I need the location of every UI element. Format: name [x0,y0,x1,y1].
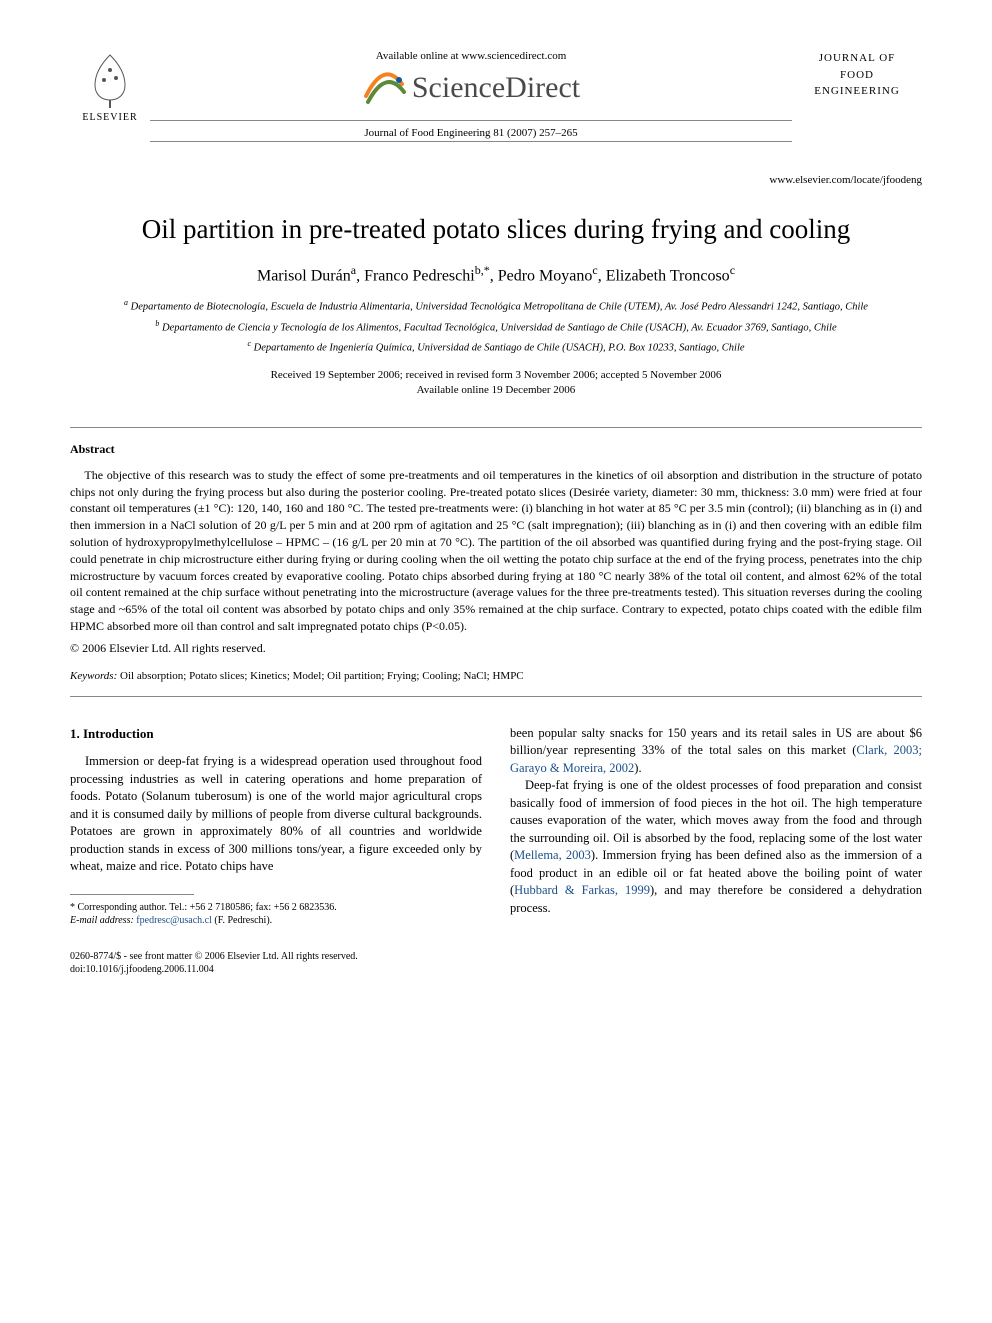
intro-heading: 1. Introduction [70,725,482,743]
header-rule-bottom [150,141,792,142]
authors-line: Marisol Durána, Franco Pedreschib,*, Ped… [70,263,922,285]
keywords-line: Keywords: Oil absorption; Potato slices;… [70,670,922,682]
article-dates: Received 19 September 2006; received in … [70,368,922,399]
email-address[interactable]: fpedresc@usach.cl [136,915,212,926]
elsevier-label: ELSEVIER [82,112,137,123]
intro-p3: Deep-fat frying is one of the oldest pro… [510,777,922,917]
center-header: Available online at www.sciencedirect.co… [150,50,792,144]
sciencedirect-logo: ScienceDirect [150,66,792,110]
sciencedirect-swoosh-icon [362,66,406,110]
front-matter-line: 0260-8774/$ - see front matter © 2006 El… [70,950,482,964]
article-title: Oil partition in pre-treated potato slic… [70,214,922,245]
journal-box-line3: ENGINEERING [792,83,922,100]
author-4: Elizabeth Troncoso [606,267,730,284]
available-online-text: Available online at www.sciencedirect.co… [150,50,792,62]
ref-mellema[interactable]: Mellema, 2003 [514,848,591,862]
affiliation-b: b Departamento de Ciencia y Tecnología d… [70,318,922,336]
corresponding-line: * Corresponding author. Tel.: +56 2 7180… [70,901,482,915]
email-who: (F. Pedreschi). [214,915,272,926]
elsevier-tree-icon [80,50,140,110]
corresponding-author-footnote: * Corresponding author. Tel.: +56 2 7180… [70,901,482,928]
journal-box-line1: JOURNAL OF [792,50,922,67]
footnote-separator [70,894,194,895]
journal-box-line2: FOOD [792,67,922,84]
email-label: E-mail address: [70,915,134,926]
keywords-label: Keywords: [70,670,117,682]
left-column: 1. Introduction Immersion or deep-fat fr… [70,725,482,977]
footer-block: 0260-8774/$ - see front matter © 2006 El… [70,950,482,977]
keywords-text: Oil absorption; Potato slices; Kinetics;… [117,670,523,682]
header-rule-top [150,120,792,121]
received-date: Received 19 September 2006; received in … [70,368,922,383]
journal-reference: Journal of Food Engineering 81 (2007) 25… [150,127,792,139]
elsevier-logo-block: ELSEVIER [70,50,150,123]
intro-p1: Immersion or deep-fat frying is a widesp… [70,753,482,876]
abstract-body: The objective of this research was to st… [70,467,922,635]
affiliation-a: a Departamento de Biotecnología, Escuela… [70,297,922,315]
author-1: Marisol Durán [257,267,351,284]
header-row: ELSEVIER Available online at www.science… [70,50,922,144]
journal-title-box: JOURNAL OF FOOD ENGINEERING [792,50,922,100]
author-3: Pedro Moyano [498,267,593,284]
sciencedirect-text: ScienceDirect [412,71,580,105]
body-columns: 1. Introduction Immersion or deep-fat fr… [70,725,922,977]
online-date: Available online 19 December 2006 [70,383,922,398]
journal-url: www.elsevier.com/locate/jfoodeng [70,174,922,186]
email-line: E-mail address: fpedresc@usach.cl (F. Pe… [70,914,482,928]
affiliations: a Departamento de Biotecnología, Escuela… [70,297,922,356]
abstract-copyright: © 2006 Elsevier Ltd. All rights reserved… [70,641,922,656]
intro-p2: been popular salty snacks for 150 years … [510,725,922,778]
abstract-heading: Abstract [70,442,922,457]
affiliation-c: c Departamento de Ingeniería Química, Un… [70,338,922,356]
author-2: Franco Pedreschi [364,267,475,284]
abstract-section: Abstract The objective of this research … [70,427,922,697]
ref-hubbard-farkas[interactable]: Hubbard & Farkas, 1999 [514,883,650,897]
right-column: been popular salty snacks for 150 years … [510,725,922,977]
doi-line: doi:10.1016/j.jfoodeng.2006.11.004 [70,963,482,977]
